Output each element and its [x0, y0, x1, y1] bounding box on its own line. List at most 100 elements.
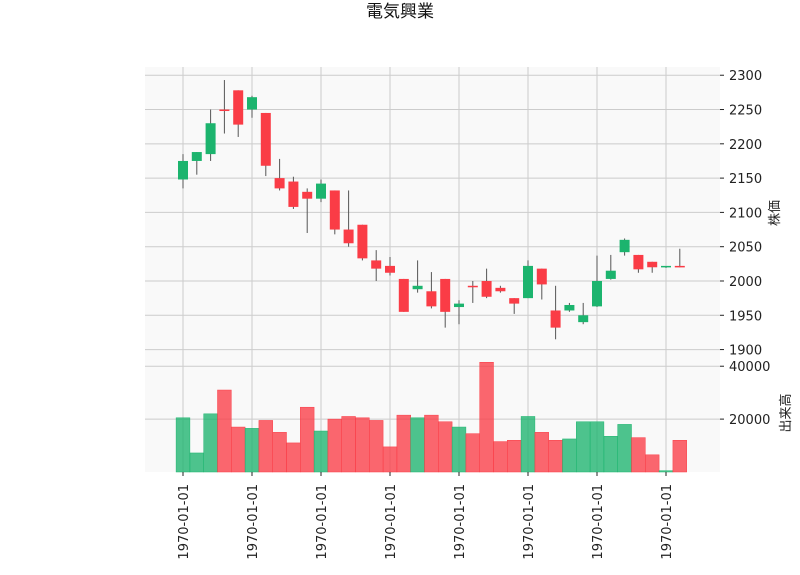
volume-bar	[217, 389, 232, 473]
candle-body	[219, 109, 230, 112]
x-tick-label: 1970-01-01	[453, 484, 468, 560]
volume-bar	[369, 420, 384, 473]
candle-body	[247, 97, 257, 110]
volume-tick-label: 20000	[729, 413, 770, 428]
candle-body	[536, 268, 547, 285]
x-axis-ticks: 1970-01-01 1970-01-01 1970-01-01 1970-01-01…	[177, 472, 675, 560]
x-tick-label: 1970-01-01	[591, 484, 606, 560]
volume-tick-label: 40000	[729, 360, 770, 375]
price-tick-label: 1950	[729, 309, 762, 324]
price-tick-label: 2000	[729, 275, 762, 290]
price-tick-label: 2250	[729, 104, 762, 119]
candle-body	[523, 265, 533, 299]
candle-body	[661, 265, 671, 268]
price-tick-label: 2100	[729, 206, 762, 221]
volume-bar	[410, 417, 425, 473]
price-axis-label: 株価	[768, 200, 783, 226]
x-tick-label: 1970-01-01	[315, 484, 330, 560]
candle-body	[619, 239, 630, 253]
candle-body	[343, 229, 354, 244]
candle-body	[385, 265, 395, 273]
candle-body	[605, 270, 616, 279]
volume-bar	[465, 433, 480, 473]
price-tick-label: 2200	[729, 138, 762, 153]
candle-body	[178, 160, 188, 180]
candle-body	[647, 261, 658, 268]
candle-bodies	[178, 90, 685, 328]
x-tick-label: 1970-01-01	[522, 484, 537, 560]
volume-bar	[493, 441, 508, 473]
volume-axis-ticks: 20000 40000	[720, 360, 770, 428]
price-axis-ticks: 1900 1950 2000 2050 2100 2150 2200 2250 2300	[720, 69, 762, 359]
volume-bar	[589, 421, 605, 473]
volume-bar	[424, 414, 439, 473]
volume-axis-label: 出来高	[778, 393, 794, 432]
volume-bar	[548, 440, 563, 473]
volume-bar	[520, 416, 536, 473]
candle-body	[398, 278, 409, 312]
volume-bar	[327, 418, 342, 473]
volume-bar	[231, 426, 246, 473]
candle-body	[288, 181, 299, 207]
volume-bar	[286, 442, 301, 473]
candle-body	[592, 280, 602, 307]
price-tick-label: 1900	[729, 344, 762, 359]
candle-body	[316, 183, 326, 199]
candle-body	[371, 260, 382, 269]
candle-body	[302, 191, 313, 199]
candle-body	[191, 152, 202, 161]
candle-body	[426, 291, 437, 307]
volume-bar	[355, 417, 370, 473]
x-tick-label: 1970-01-01	[384, 484, 399, 560]
candle-body	[495, 287, 506, 292]
volume-bar	[617, 424, 632, 473]
volume-bar	[341, 416, 356, 473]
volume-bar	[672, 440, 687, 473]
volume-bar	[658, 470, 674, 473]
volume-bar	[562, 438, 577, 473]
volume-bar	[175, 417, 191, 473]
volume-bar	[479, 362, 494, 473]
candle-body	[329, 190, 340, 230]
volume-bar	[451, 426, 467, 473]
candle-body	[564, 304, 575, 311]
volume-bar	[438, 421, 453, 473]
candle-body	[205, 123, 216, 155]
price-tick-label: 2300	[729, 69, 762, 84]
candle-body	[578, 315, 589, 323]
chart-title: 電気興業	[366, 2, 434, 22]
candle-body	[633, 254, 644, 270]
price-tick-label: 2050	[729, 241, 762, 256]
candle-body	[674, 265, 685, 268]
volume-bar	[300, 406, 315, 473]
candle-body	[260, 112, 271, 166]
x-tick-label: 1970-01-01	[660, 484, 675, 560]
volume-bar	[603, 436, 618, 473]
x-tick-label: 1970-01-01	[246, 484, 261, 560]
candle-body	[233, 90, 244, 125]
candle-body	[454, 303, 464, 308]
candle-body	[440, 278, 451, 312]
volume-bars	[175, 362, 687, 473]
volume-bar	[272, 432, 287, 473]
volume-bar	[382, 446, 398, 473]
candle-body	[550, 310, 561, 328]
volume-bar	[534, 432, 549, 473]
candle-body	[357, 224, 368, 259]
volume-bar	[203, 413, 218, 473]
volume-bar	[507, 440, 522, 473]
volume-bar	[396, 414, 411, 473]
x-tick-label: 1970-01-01	[177, 484, 192, 560]
candle-body	[412, 285, 423, 290]
candle-body	[274, 178, 285, 189]
price-tick-label: 2150	[729, 172, 762, 187]
candle-body	[467, 285, 478, 288]
volume-bar	[189, 452, 204, 473]
volume-bar	[258, 420, 273, 473]
volume-bar	[244, 428, 260, 473]
volume-bar	[645, 454, 660, 473]
candle-body	[481, 280, 492, 297]
volume-bar	[576, 421, 591, 473]
